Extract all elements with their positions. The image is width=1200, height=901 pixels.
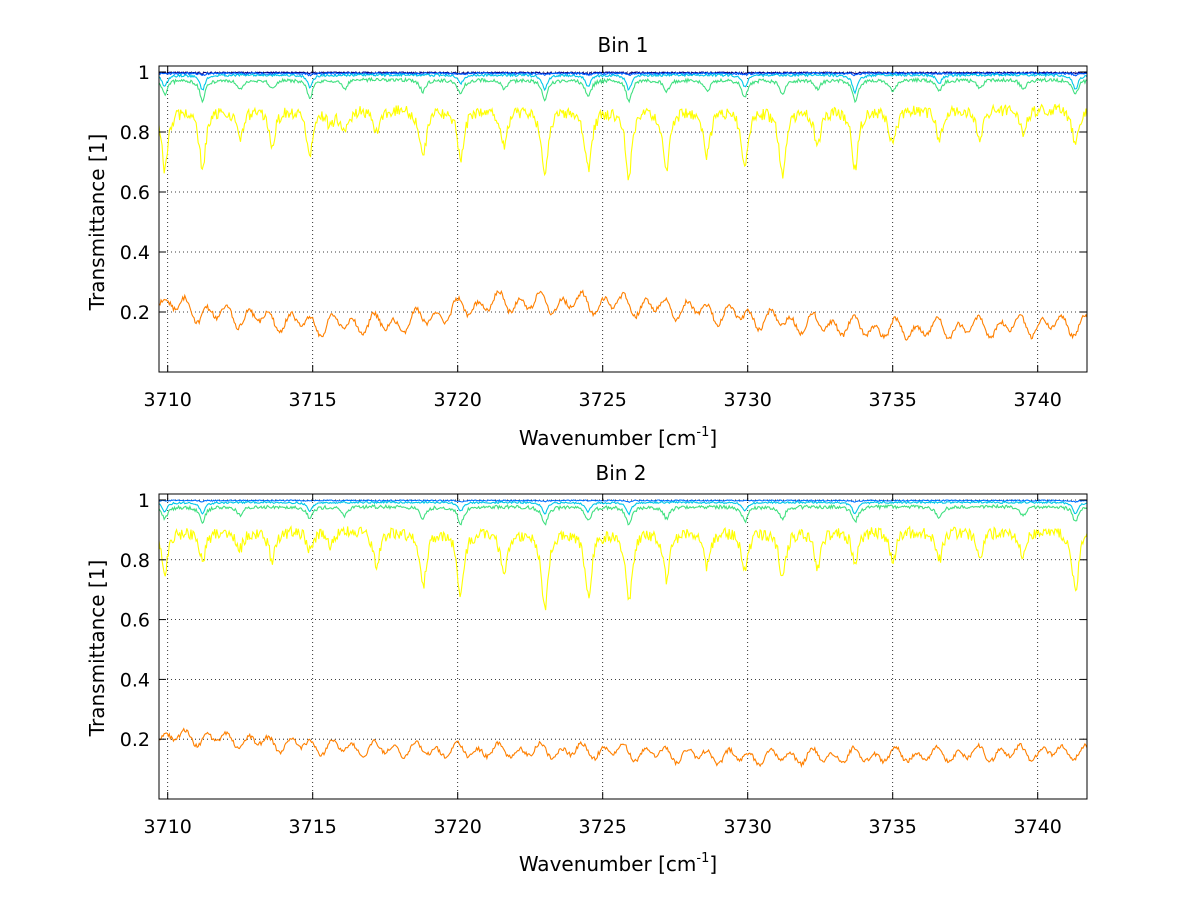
x-tick-label: 3715 <box>289 389 337 411</box>
series-line-blue <box>158 499 1088 503</box>
series-line-cyan <box>158 500 1088 516</box>
y-axis-label: Transmittance [1] <box>85 560 109 738</box>
series-line-green <box>158 503 1088 526</box>
chart-title: Bin 1 <box>597 33 648 57</box>
series-line-yellow <box>158 525 1088 611</box>
series-line-green <box>158 76 1088 104</box>
series-line-cyan <box>158 72 1088 95</box>
x-tick-label: 3720 <box>434 389 482 411</box>
y-tick-labels: 0.2 0.4 0.6 0.8 1 <box>120 62 150 324</box>
y-tick-label: 0.6 <box>120 610 150 632</box>
tick-marks <box>159 66 1087 372</box>
series-line-yellow <box>158 103 1088 181</box>
y-tick-labels: 0.2 0.4 0.6 0.8 1 <box>120 490 150 751</box>
y-tick-label: 0.2 <box>120 302 150 324</box>
x-tick-labels: 3710 3715 3720 3725 3730 3735 3740 <box>144 816 1062 838</box>
y-tick-label: 0.8 <box>120 550 150 572</box>
axes-frame <box>158 65 1088 373</box>
x-tick-label: 3730 <box>724 816 772 838</box>
y-tick-label: 0.2 <box>120 729 150 751</box>
x-axis-label: Wavenumber [cm-1] <box>519 425 717 450</box>
x-tick-label: 3735 <box>869 816 917 838</box>
x-tick-label: 3725 <box>579 816 627 838</box>
y-tick-label: 0.8 <box>120 122 150 144</box>
x-tick-label: 3725 <box>579 389 627 411</box>
axes-bin-1: Bin 1 3710 3715 3720 3725 3730 3735 3740 0.20.… <box>85 33 1088 450</box>
x-tick-labels: 3710 3715 3720 3725 3730 3735 3740 <box>144 389 1062 411</box>
chart-title: Bin 2 <box>595 461 646 485</box>
y-tick-label: 0.4 <box>120 242 150 264</box>
x-tick-label: 3710 <box>144 389 192 411</box>
grid <box>159 494 1087 799</box>
axes-bin-2: Bin 2 3710 3715 3720 3725 3730 3735 3740 0.20.… <box>85 461 1088 876</box>
tick-marks <box>159 494 1087 799</box>
y-tick-label: 0.4 <box>120 669 150 691</box>
x-axis-label: Wavenumber [cm-1] <box>519 851 717 876</box>
axes-frame <box>158 493 1088 800</box>
series-line-dark-blue <box>158 71 1088 76</box>
y-tick-label: 1 <box>138 62 150 84</box>
x-tick-label: 3735 <box>869 389 917 411</box>
series-line-orange <box>158 727 1088 769</box>
series-line-blue <box>158 71 1088 77</box>
x-tick-label: 3720 <box>434 816 482 838</box>
x-tick-label: 3740 <box>1014 389 1062 411</box>
y-axis-label: Transmittance [1] <box>85 134 109 312</box>
x-tick-label: 3715 <box>289 816 337 838</box>
x-tick-label: 3730 <box>724 389 772 411</box>
x-tick-label: 3740 <box>1014 816 1062 838</box>
y-tick-label: 1 <box>138 490 150 512</box>
series-line-orange <box>158 289 1088 341</box>
y-tick-label: 0.6 <box>120 182 150 204</box>
x-tick-label: 3710 <box>144 816 192 838</box>
